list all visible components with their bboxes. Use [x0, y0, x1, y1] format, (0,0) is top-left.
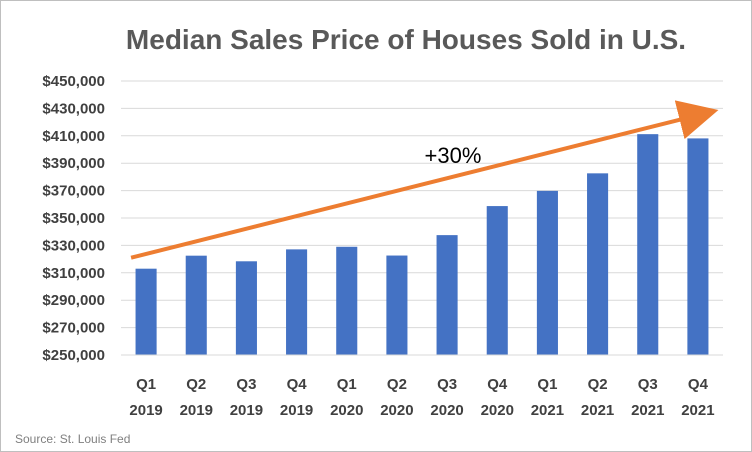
y-axis-ticks: $250,000 $270,000 $290,000 $310,000 $330,000… [42, 73, 105, 364]
x-tick-label-quarter: Q3 [437, 376, 457, 393]
bar [436, 235, 458, 355]
bar [286, 249, 308, 355]
y-tick-label: $410,000 [42, 128, 105, 145]
y-tick-label: $350,000 [42, 210, 105, 227]
x-tick-label-quarter: Q4 [688, 376, 709, 393]
trend-arrow [130, 100, 719, 260]
x-tick-label-year: 2020 [330, 402, 363, 419]
x-tick-label-year: 2019 [280, 402, 313, 419]
x-tick-label-quarter: Q3 [638, 376, 658, 393]
x-tick-label-year: 2020 [380, 402, 413, 419]
x-tick-label-year: 2019 [129, 402, 162, 419]
source-note: Source: St. Louis Fed [15, 432, 130, 446]
x-tick-label-quarter: Q4 [287, 376, 308, 393]
bar [687, 138, 709, 355]
x-tick-label-quarter: Q4 [487, 376, 508, 393]
trend-annotation: +30% [130, 100, 719, 260]
x-tick-label-quarter: Q1 [337, 376, 357, 393]
x-tick-label-year: 2020 [430, 402, 463, 419]
y-tick-label: $330,000 [42, 237, 105, 254]
x-tick-label-year: 2021 [531, 402, 564, 419]
chart-title: Median Sales Price of Houses Sold in U.S… [126, 24, 686, 55]
x-tick-label-year: 2019 [230, 402, 263, 419]
x-tick-label-quarter: Q1 [136, 376, 156, 393]
y-tick-label: $250,000 [42, 347, 105, 364]
bar [235, 261, 257, 355]
x-tick-label-year: 2021 [631, 402, 664, 419]
y-tick-label: $390,000 [42, 155, 105, 172]
bars [135, 134, 709, 355]
x-tick-label-year: 2021 [581, 402, 614, 419]
x-tick-label-quarter: Q2 [588, 376, 608, 393]
y-tick-label: $270,000 [42, 320, 105, 337]
y-tick-label: $370,000 [42, 183, 105, 200]
y-tick-label: $430,000 [42, 100, 105, 117]
bar [185, 255, 207, 355]
bar [135, 268, 157, 355]
x-tick-label-quarter: Q1 [537, 376, 557, 393]
x-tick-label-year: 2021 [681, 402, 714, 419]
gridlines [121, 80, 723, 329]
trend-label: +30% [425, 143, 482, 168]
y-tick-label: $290,000 [42, 292, 105, 309]
bar [336, 246, 358, 355]
x-tick-label-quarter: Q2 [186, 376, 206, 393]
x-tick-label-quarter: Q2 [387, 376, 407, 393]
bar [637, 134, 659, 355]
x-tick-label-year: 2019 [180, 402, 213, 419]
x-axis-ticks: Q1 2019 Q2 2019 Q3 2019 Q4 2019 Q1 2020 Q2 2020 Q3 20… [129, 376, 714, 419]
bar [386, 255, 408, 355]
x-tick-label-quarter: Q3 [236, 376, 256, 393]
x-tick-label-year: 2020 [481, 402, 514, 419]
bar [587, 173, 609, 355]
y-tick-label: $310,000 [42, 265, 105, 282]
bar [536, 190, 558, 355]
y-tick-label: $450,000 [42, 73, 105, 90]
bar [486, 206, 508, 355]
